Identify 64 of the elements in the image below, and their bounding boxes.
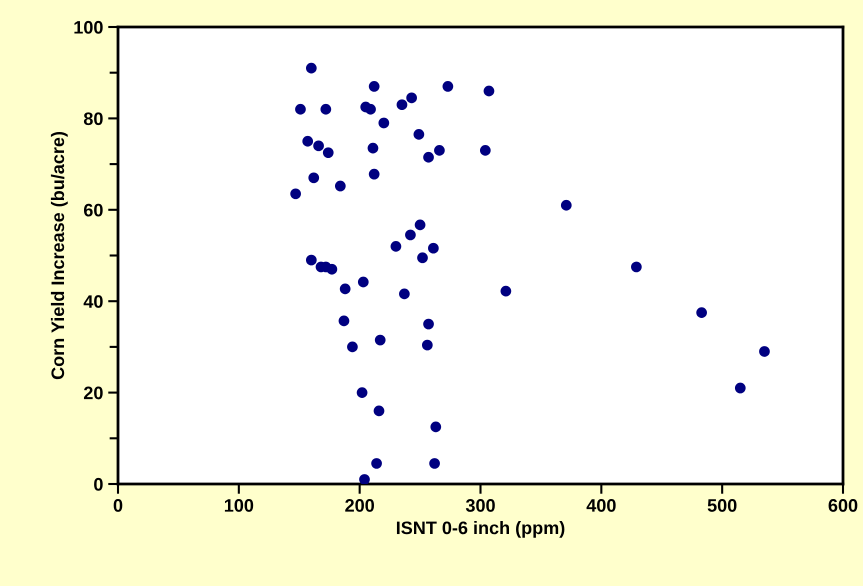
point	[399, 288, 410, 300]
point	[308, 172, 320, 184]
x-tick-label: 400	[586, 499, 616, 512]
point	[313, 140, 324, 152]
y-tick-label: 100	[74, 20, 103, 34]
point	[365, 104, 376, 115]
point	[631, 262, 642, 272]
y-tick-label: 20	[84, 386, 103, 400]
point	[338, 316, 350, 326]
point	[326, 264, 338, 275]
point	[306, 254, 317, 266]
point	[334, 180, 346, 192]
point	[371, 458, 382, 469]
point	[347, 342, 358, 352]
point	[434, 145, 445, 156]
point	[374, 406, 384, 416]
point	[356, 387, 368, 398]
y-tick-label: 0	[94, 478, 103, 491]
x-tick-label: 0	[114, 499, 122, 512]
x-tick-label: 300	[466, 499, 495, 512]
x-tick-label: 100	[224, 499, 254, 512]
point	[359, 474, 370, 484]
x-axis-title: ISNT 0-6 inch (ppm)	[396, 520, 564, 538]
point	[358, 276, 369, 288]
point	[368, 142, 378, 154]
point	[417, 252, 428, 264]
y-axis-title: Corn Yield Increase (bu/acre)	[50, 132, 68, 380]
point	[306, 62, 317, 74]
point	[368, 168, 380, 180]
point	[423, 152, 434, 163]
point	[696, 307, 707, 318]
point	[405, 230, 416, 240]
point	[422, 340, 433, 350]
point	[429, 458, 440, 469]
point	[374, 334, 386, 346]
point	[414, 220, 426, 230]
point	[428, 242, 439, 254]
point	[368, 81, 380, 92]
point	[406, 92, 417, 104]
point	[430, 422, 442, 432]
point	[322, 147, 334, 158]
point	[480, 145, 491, 156]
point	[500, 286, 512, 296]
point	[734, 382, 746, 394]
point	[423, 318, 434, 330]
point	[320, 104, 332, 115]
x-tick-label: 200	[345, 499, 374, 512]
point	[442, 81, 454, 92]
y-tick-label: 80	[84, 112, 103, 126]
point	[390, 241, 402, 252]
x-tick-label: 500	[708, 499, 736, 512]
y-tick-label: 40	[84, 295, 103, 308]
point	[340, 284, 351, 294]
point	[396, 99, 408, 110]
x-tick-label: 600	[828, 499, 858, 512]
point	[560, 200, 572, 211]
point	[290, 188, 301, 200]
point	[414, 129, 424, 140]
point	[302, 136, 314, 147]
point	[295, 104, 306, 115]
point	[484, 86, 494, 96]
y-tick-label: 60	[84, 204, 103, 217]
point	[759, 346, 770, 357]
point	[378, 118, 390, 128]
